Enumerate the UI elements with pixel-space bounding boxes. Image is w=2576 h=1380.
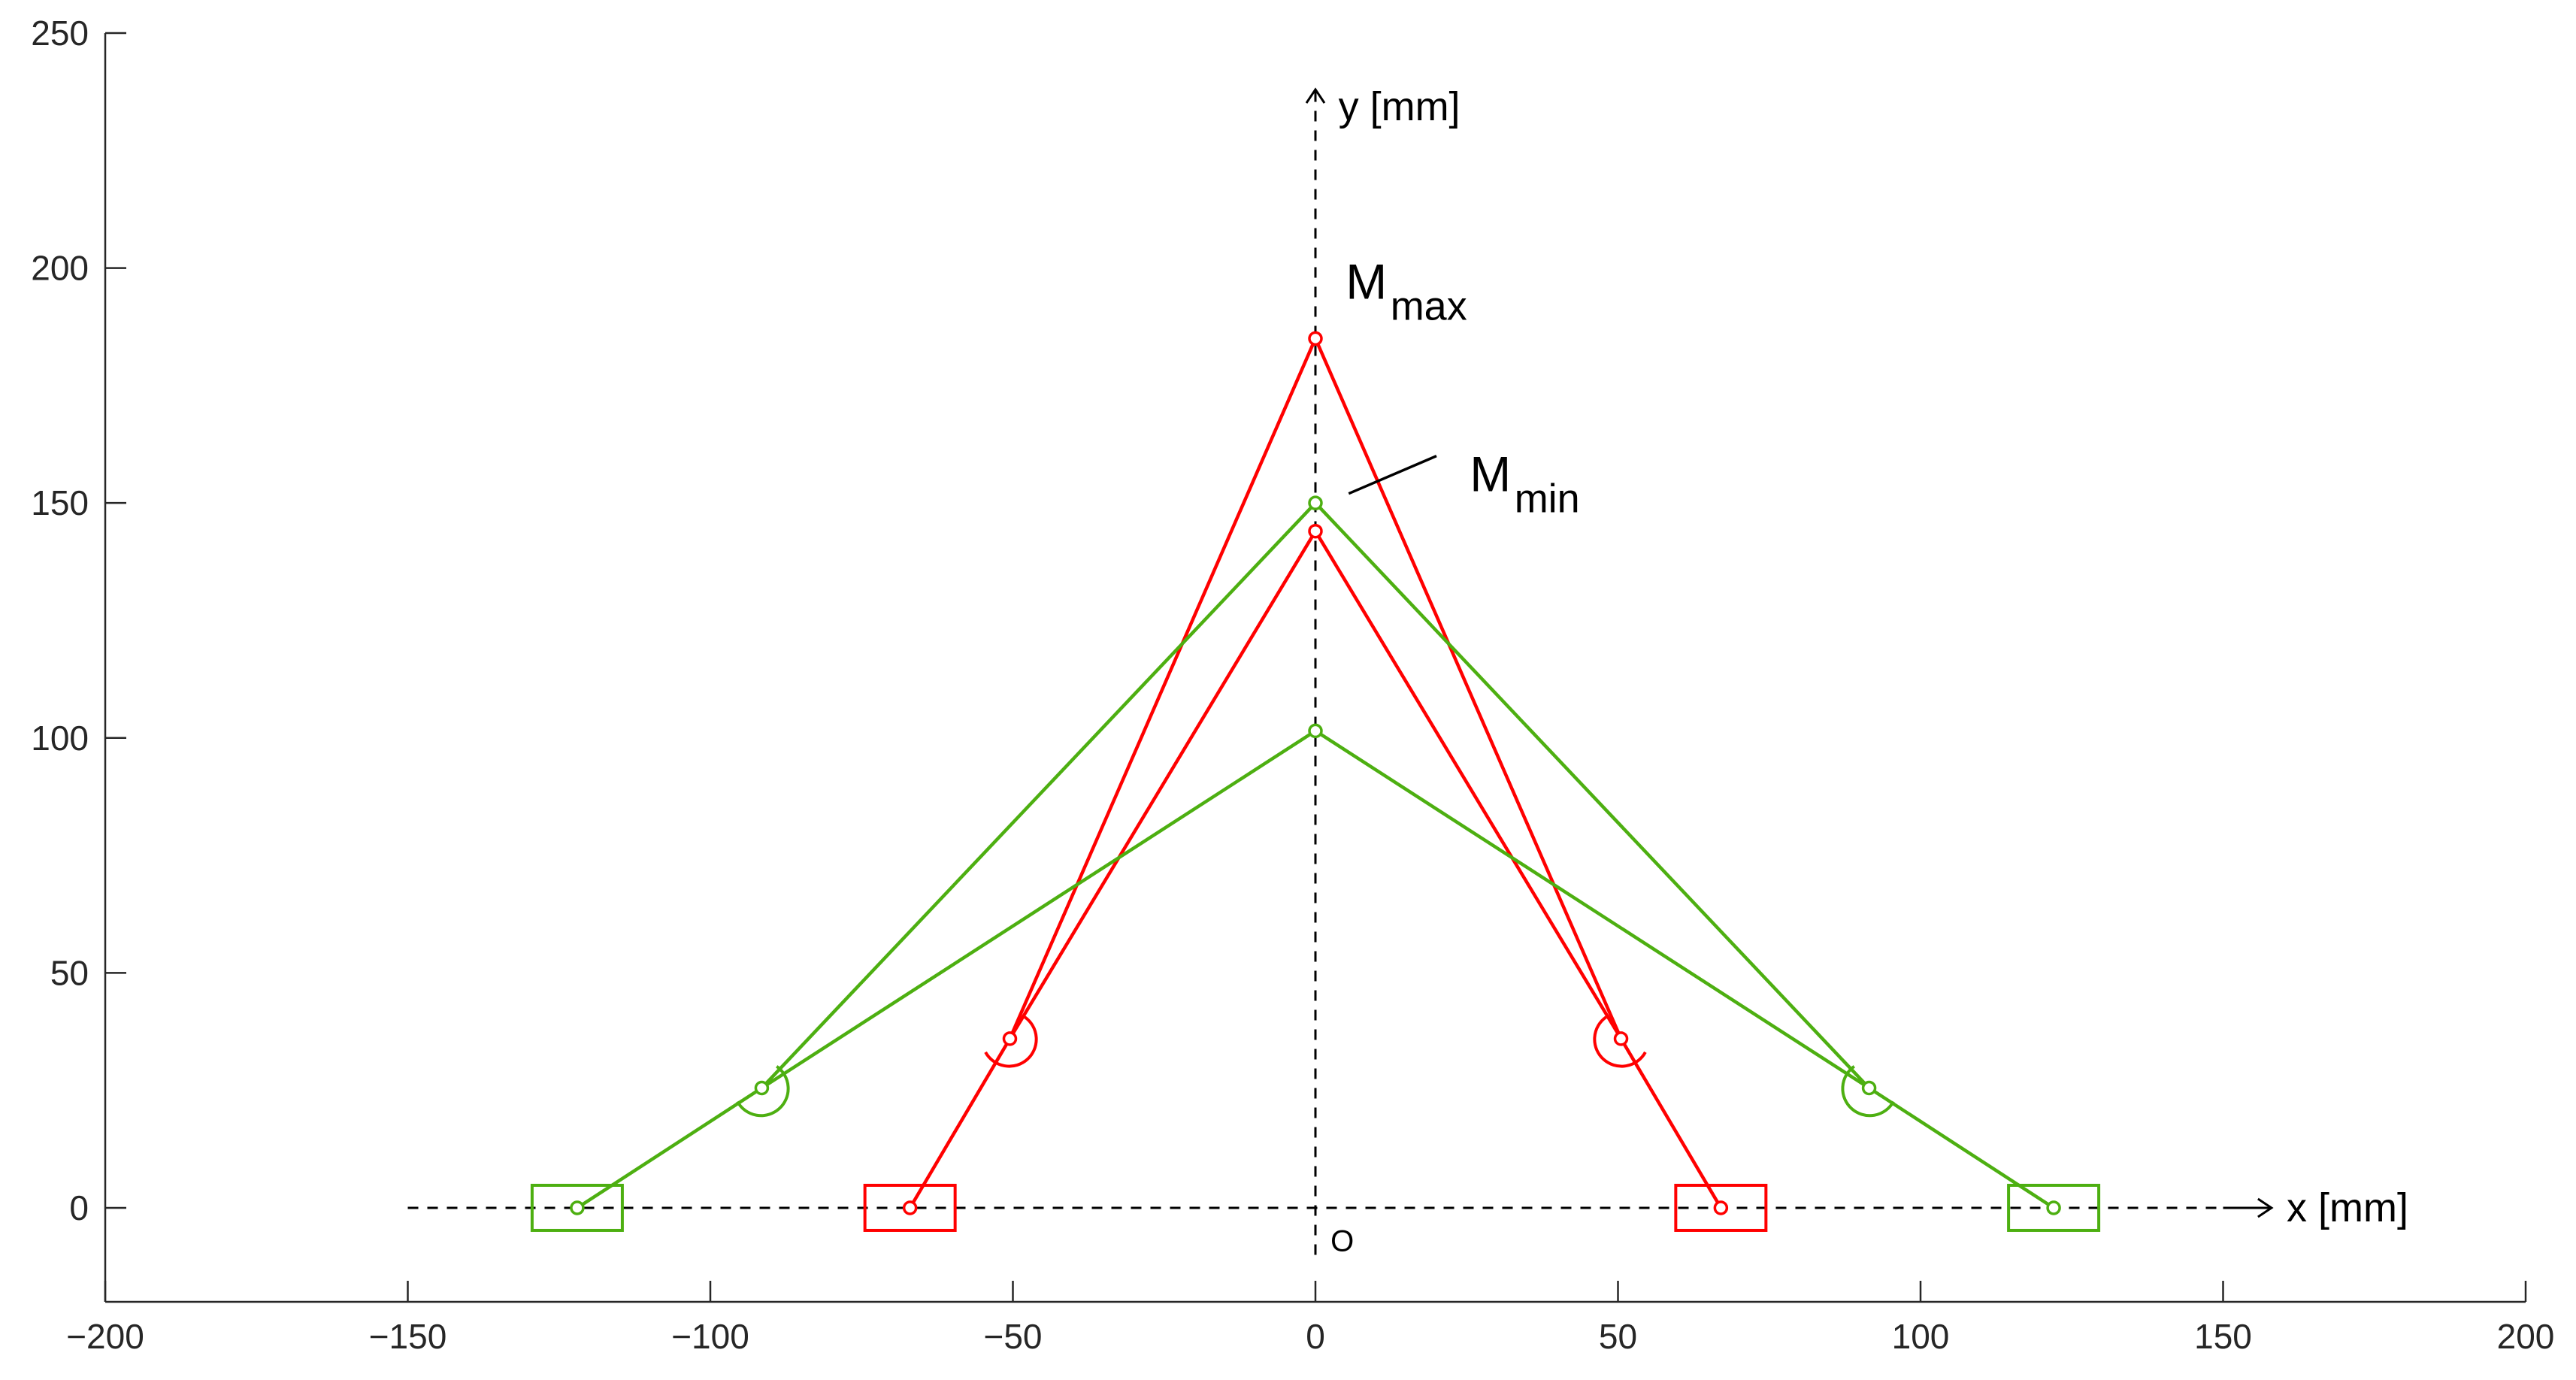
y-tick-label: 250 bbox=[31, 14, 89, 53]
y-tick-label: 200 bbox=[31, 249, 89, 288]
joint-point bbox=[1308, 495, 1323, 510]
joint-point bbox=[902, 1200, 918, 1215]
tick-labels: −200 −150 −100 −50 0 50 100 150 200 0 50 100 150 200 2… bbox=[31, 14, 2554, 1356]
apex-link bbox=[760, 501, 1317, 1090]
x-tick-label: 150 bbox=[2194, 1317, 2252, 1356]
chart-annotations: x [mm] y [mm] O M max M min bbox=[1330, 84, 2408, 1258]
slider-block bbox=[2007, 1183, 2101, 1232]
joint-point bbox=[1861, 1080, 1877, 1096]
origin-label: O bbox=[1330, 1225, 1354, 1258]
y-arrow-head bbox=[1305, 87, 1326, 104]
x-arrow-head bbox=[2257, 1197, 2274, 1218]
joint-angle-arc bbox=[736, 1065, 790, 1118]
y-axis-label: y [mm] bbox=[1339, 84, 1461, 129]
y-tick-label: 50 bbox=[50, 953, 89, 992]
x-tick-label: 200 bbox=[2497, 1317, 2555, 1356]
joint-point bbox=[1308, 331, 1323, 347]
mmin-subscript: min bbox=[1515, 477, 1580, 522]
x-tick-label: 0 bbox=[1306, 1317, 1325, 1356]
mmax-subscript: max bbox=[1391, 283, 1467, 328]
y-tick-label: 100 bbox=[31, 719, 89, 758]
x-tick-label: −50 bbox=[983, 1317, 1042, 1356]
joint-point bbox=[754, 1080, 770, 1096]
x-tick-label: −100 bbox=[671, 1317, 749, 1356]
mmin-main: M bbox=[1470, 446, 1511, 502]
apex-link bbox=[1314, 501, 1871, 1090]
joint-point bbox=[570, 1200, 585, 1215]
joint-point bbox=[2046, 1200, 2061, 1215]
mmax-label: M max bbox=[1346, 253, 1467, 328]
mmin-label: M min bbox=[1470, 446, 1579, 522]
joint-point bbox=[1002, 1031, 1018, 1046]
reference-axes bbox=[407, 87, 2274, 1255]
mmin-pointer bbox=[1348, 455, 1437, 495]
x-tick-label: −200 bbox=[66, 1317, 144, 1356]
joint-point bbox=[1308, 723, 1323, 739]
apex-link bbox=[1313, 337, 1623, 1040]
slider-block bbox=[530, 1183, 624, 1232]
y-tick-label: 0 bbox=[69, 1188, 89, 1227]
axes-frame bbox=[104, 32, 2527, 1303]
mechanism-series bbox=[530, 331, 2101, 1232]
x-tick-label: 50 bbox=[1599, 1317, 1637, 1356]
joint-angle-arc bbox=[1841, 1065, 1895, 1118]
slider-block bbox=[1674, 1183, 1768, 1232]
apex-link bbox=[1008, 337, 1318, 1040]
x-axis-label: x [mm] bbox=[2287, 1185, 2408, 1230]
green-mechanism bbox=[530, 495, 2101, 1232]
y-tick-label: 150 bbox=[31, 483, 89, 522]
joint-point bbox=[1713, 1200, 1729, 1215]
joint-angle-arc bbox=[1593, 1015, 1647, 1068]
joint-angle-arc bbox=[984, 1015, 1038, 1068]
joint-point bbox=[1613, 1031, 1629, 1046]
x-tick-label: −150 bbox=[369, 1317, 447, 1356]
slider-block bbox=[863, 1183, 957, 1232]
red-mechanism bbox=[863, 331, 1768, 1232]
joint-point bbox=[1308, 523, 1323, 539]
x-tick-label: 100 bbox=[1892, 1317, 1950, 1356]
mmax-main: M bbox=[1346, 253, 1387, 309]
